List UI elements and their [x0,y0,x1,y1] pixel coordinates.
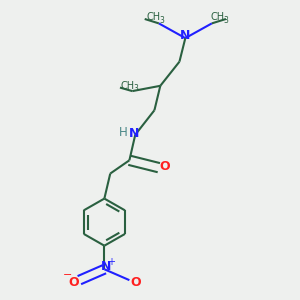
Text: N: N [100,260,111,273]
Text: 3: 3 [223,16,228,25]
Text: N: N [180,29,190,42]
Text: H: H [118,126,127,139]
Text: CH: CH [121,81,135,91]
Text: −: − [63,270,72,280]
Text: +: + [107,257,115,267]
Text: O: O [159,160,170,173]
Text: N: N [129,127,139,140]
Text: CH: CH [210,13,224,22]
Text: O: O [130,276,141,289]
Text: O: O [68,276,79,289]
Text: 3: 3 [159,16,164,25]
Text: 3: 3 [134,84,139,93]
Text: CH: CH [146,13,161,22]
